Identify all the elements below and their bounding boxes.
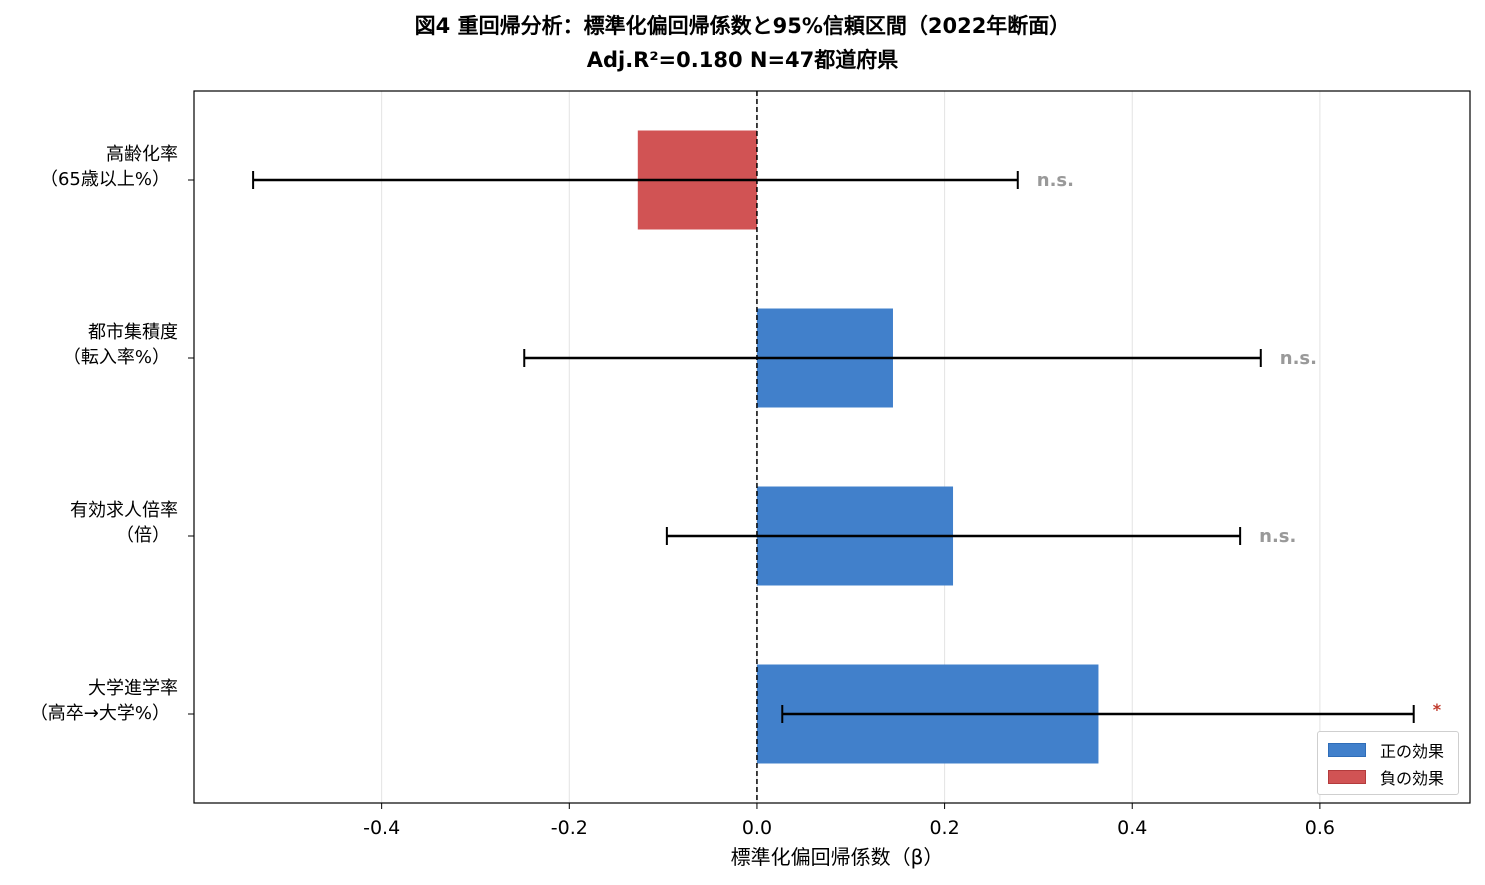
legend-label-positive: 正の効果 [1380, 742, 1445, 761]
y-tick-label: 高齢化率 [106, 144, 178, 165]
plot-frame [193, 90, 1471, 804]
legend-swatch-negative [1328, 770, 1366, 784]
significance-label: * [1433, 700, 1442, 719]
legend: 正の効果 負の効果 [1317, 731, 1459, 795]
significance-label: n.s. [1037, 170, 1074, 191]
legend-item-positive: 正の効果 [1328, 740, 1445, 761]
legend-item-negative: 負の効果 [1328, 767, 1445, 788]
x-tick-label: 0.6 [1305, 817, 1335, 839]
x-tick-label: -0.4 [363, 817, 400, 839]
y-tick-label-sub: （転入率%） [63, 347, 170, 368]
significance-label: n.s. [1280, 348, 1317, 369]
x-tick-label: 0.2 [929, 817, 959, 839]
chart-title: 図4 重回帰分析：標準化偏回帰係数と95%信頼区間（2022年断面） [414, 14, 1071, 38]
y-tick-label: 大学進学率 [88, 678, 178, 699]
x-tick-label: 0.0 [742, 817, 772, 839]
significance-label: n.s. [1259, 526, 1296, 547]
chart-subtitle: Adj.R²=0.180 N=47都道府県 [586, 48, 899, 72]
x-tick-label: -0.2 [551, 817, 588, 839]
y-tick-label-sub: （65歳以上%） [40, 169, 170, 190]
y-tick-label-sub: （高卒→大学%） [30, 703, 170, 724]
legend-label-negative: 負の効果 [1380, 769, 1445, 788]
x-axis-label: 標準化偏回帰係数（β） [731, 845, 944, 869]
x-tick-label: 0.4 [1117, 817, 1147, 839]
y-tick-label: 有効求人倍率 [70, 500, 178, 521]
y-tick-label: 都市集積度 [88, 322, 178, 343]
legend-swatch-positive [1328, 743, 1366, 757]
y-tick-label-sub: （倍） [116, 525, 170, 546]
